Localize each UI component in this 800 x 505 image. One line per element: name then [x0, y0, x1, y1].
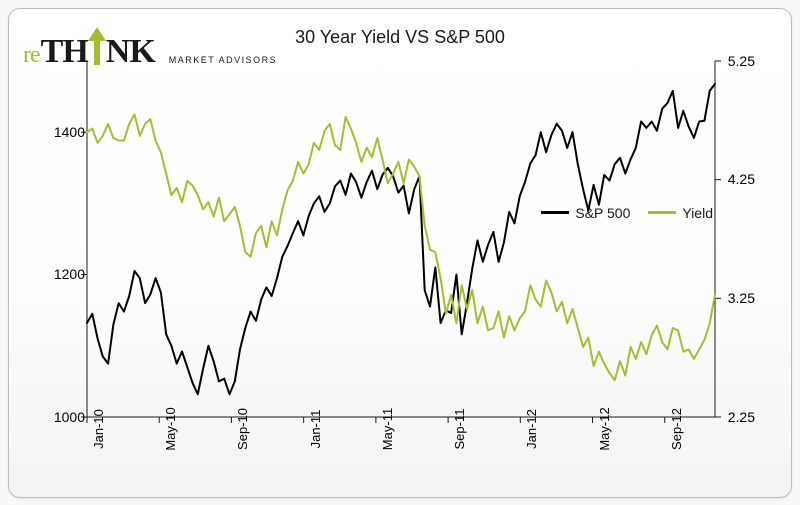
x-tick: Sep-11 — [452, 408, 467, 449]
y-right-tick: 4.25 — [728, 171, 755, 187]
y-right-tick: 2.25 — [728, 409, 755, 425]
x-tick: Sep-10 — [235, 408, 250, 450]
chart-card: re TH NK MARKET ADVISORS 30 Year Yield V… — [8, 8, 792, 498]
y-left-tick: 1200 — [45, 266, 85, 282]
y-left-tick: 1400 — [45, 124, 85, 140]
y-right-tick: 3.25 — [728, 290, 755, 306]
y-left-tick: 1000 — [45, 409, 85, 425]
x-tick: May-10 — [163, 407, 178, 450]
x-tick: Sep-12 — [669, 408, 684, 450]
x-tick: May-11 — [380, 407, 395, 449]
x-tick: Jan-11 — [308, 409, 323, 448]
x-tick: May-12 — [597, 407, 612, 450]
x-tick: Jan-12 — [524, 409, 539, 449]
y-right-tick: 5.25 — [728, 53, 755, 69]
x-tick: Jan-10 — [91, 409, 106, 449]
